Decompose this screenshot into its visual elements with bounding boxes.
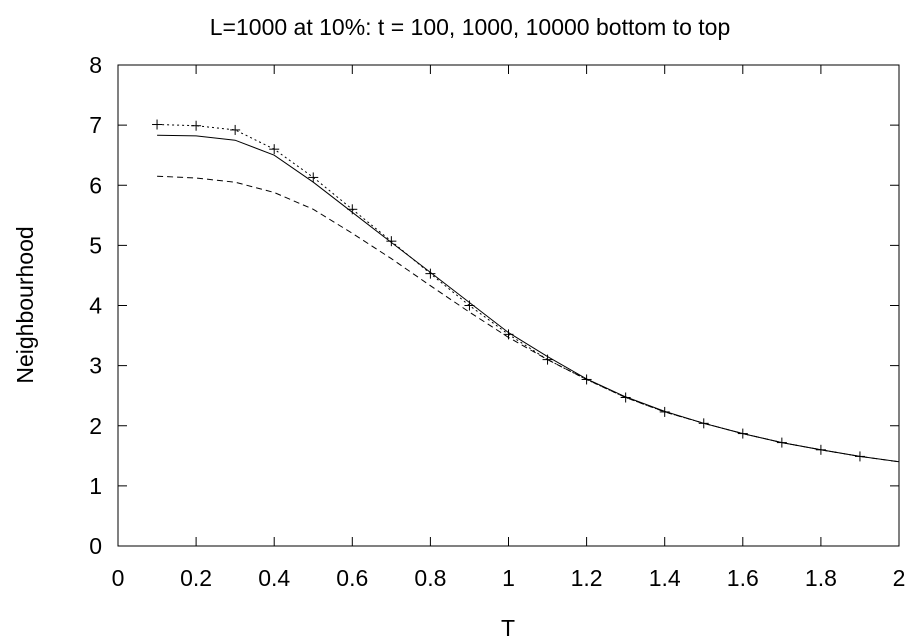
plus-marker <box>308 172 319 183</box>
y-tick-label: 4 <box>89 293 102 319</box>
plus-marker <box>269 144 280 155</box>
x-tick-label: 1.6 <box>727 565 759 591</box>
x-tick-label: 1.4 <box>649 565 681 591</box>
plot-area <box>117 64 900 547</box>
plus-marker <box>737 428 748 439</box>
x-tick-label: 0.4 <box>258 565 290 591</box>
y-tick-label: 7 <box>89 112 102 138</box>
x-tick-label: 0.8 <box>414 565 446 591</box>
x-tick-label: 0.2 <box>180 565 212 591</box>
y-axis: 0 1 2 3 4 5 6 7 8 <box>89 52 899 559</box>
x-tick-label: 2 <box>893 565 906 591</box>
x-axis-label: T <box>501 615 515 641</box>
plus-marker <box>854 451 865 462</box>
plus-marker <box>620 392 631 403</box>
series-line-solid <box>157 134 900 463</box>
plus-marker <box>542 354 553 365</box>
x-tick-label: 1.2 <box>571 565 603 591</box>
y-tick-label: 0 <box>89 533 102 559</box>
y-tick-label: 2 <box>89 413 102 439</box>
x-tick-label: 0 <box>112 565 125 591</box>
plus-marker <box>698 418 709 429</box>
x-axis: 0 0.2 0.4 0.6 0.8 1 1.2 1.4 1.6 1.8 2 <box>112 65 906 591</box>
plus-marker <box>464 300 475 311</box>
plot-frame <box>117 64 900 547</box>
series-layer <box>152 119 900 463</box>
plus-marker <box>152 119 163 130</box>
plus-marker <box>659 406 670 417</box>
x-tick-label: 1.8 <box>805 565 837 591</box>
plus-marker <box>347 204 358 215</box>
series-line-dotted <box>157 124 860 457</box>
x-tick-label: 1 <box>502 565 515 591</box>
plus-marker <box>776 437 787 448</box>
plus-marker <box>386 236 397 247</box>
y-tick-label: 6 <box>89 172 102 198</box>
y-tick-label: 3 <box>89 353 102 379</box>
y-tick-label: 8 <box>89 52 102 78</box>
plus-marker <box>503 329 514 340</box>
chart-title: L=1000 at 10%: t = 100, 1000, 10000 bott… <box>210 14 730 40</box>
plus-marker <box>230 124 241 135</box>
y-tick-label: 5 <box>89 232 102 258</box>
y-tick-label: 1 <box>89 473 102 499</box>
plus-marker <box>815 444 826 455</box>
plus-marker <box>191 120 202 131</box>
plus-marker <box>581 374 592 385</box>
series-line-dashed <box>157 175 900 463</box>
plus-marker <box>425 268 436 279</box>
y-axis-label: Neighbourhood <box>12 226 38 383</box>
x-tick-label: 0.6 <box>336 565 368 591</box>
